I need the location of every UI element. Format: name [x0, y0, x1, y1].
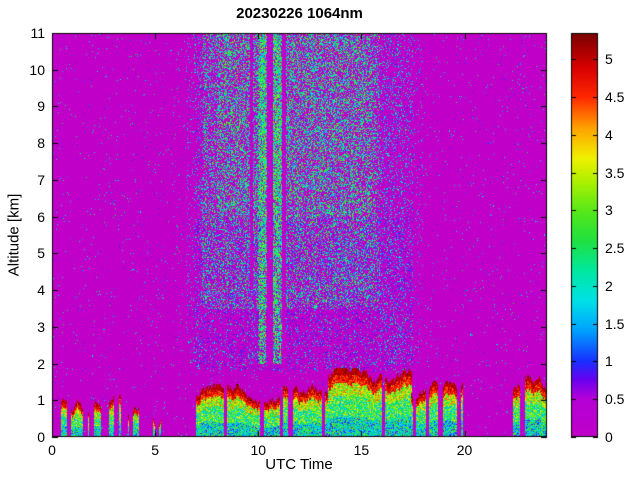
colorbar-tick-label: 1.5 [605, 315, 625, 332]
colorbar-tick-label: 0.5 [605, 391, 625, 408]
colorbar-tick-label: 4 [605, 126, 613, 143]
y-tick-label: 9 [37, 98, 45, 115]
x-tick-label: 20 [456, 442, 473, 458]
y-tick-label: 0 [37, 429, 45, 445]
colorbar-tick-label: 0 [605, 429, 613, 445]
y-tick-label: 4 [37, 282, 45, 299]
colorbar-tick-label: 4.5 [605, 89, 625, 106]
y-tick-label: 5 [37, 245, 45, 262]
x-axis-label: UTC Time [265, 456, 333, 473]
y-tick-label: 11 [30, 25, 45, 41]
colorbar-tick-label: 5 [605, 51, 613, 68]
y-tick-label: 6 [37, 208, 45, 225]
colorbar-tick-label: 3 [605, 202, 613, 219]
colorbar-tick-label: 3.5 [605, 164, 625, 181]
y-tick-label: 1 [37, 392, 45, 409]
y-tick-label: 2 [37, 355, 45, 372]
colorbar-tick-label: 2 [605, 277, 613, 294]
x-tick-label: 0 [48, 442, 56, 458]
x-tick-label: 5 [151, 442, 160, 458]
colorbar-tick-label: 2.5 [605, 240, 625, 257]
y-tick-label: 3 [37, 318, 45, 335]
x-tick-label: 10 [250, 442, 267, 458]
colorbar-tick-label: 1 [605, 353, 613, 370]
y-axis-label: Altitude [km] [5, 193, 23, 277]
y-tick-label: 7 [37, 171, 45, 188]
y-tick-label: 8 [37, 135, 45, 152]
y-tick-label: 10 [29, 61, 45, 78]
x-tick-label: 15 [353, 442, 370, 458]
chart-title: 20230226 1064nm [236, 5, 363, 22]
